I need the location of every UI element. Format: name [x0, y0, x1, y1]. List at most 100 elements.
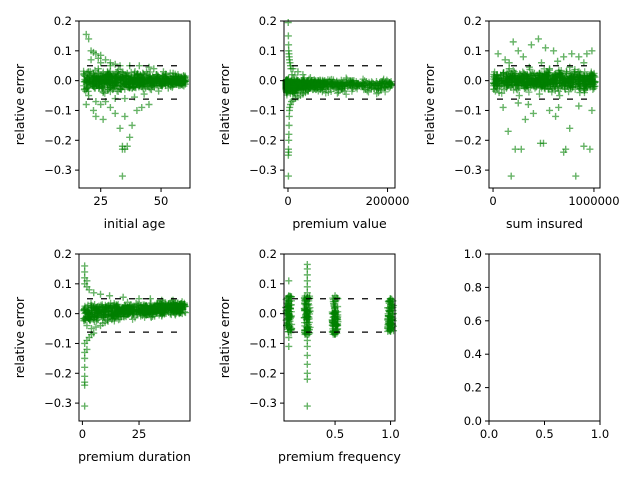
subplot-2: 0 200000 −0.3 −0.2 −0.1 0.0 0.1 0.2 premium valu… — [217, 14, 409, 231]
cloud-marker — [575, 84, 583, 92]
data-point — [159, 68, 167, 76]
data-point — [296, 80, 304, 88]
data-point — [82, 30, 90, 38]
data-point — [145, 63, 153, 71]
data-point — [101, 319, 109, 327]
data-point — [537, 59, 545, 67]
data-point — [92, 50, 100, 58]
data-point — [331, 316, 339, 324]
data-point — [97, 59, 105, 67]
cloud-marker — [544, 79, 552, 87]
data-point — [111, 60, 119, 68]
data-point — [135, 301, 143, 309]
data-point — [331, 292, 339, 300]
data-point — [94, 316, 102, 324]
data-point — [81, 381, 89, 389]
cloud-marker — [167, 311, 175, 319]
cloud-marker — [517, 76, 525, 84]
subplot-6: 0.0 0.5 1.0 0.0 0.2 0.4 0.6 0.8 1.0 — [464, 247, 609, 441]
y-tick-label: 0.2 — [54, 14, 72, 28]
data-point — [588, 106, 596, 114]
data-point — [575, 102, 583, 110]
data-point — [285, 322, 293, 330]
axes-frame — [283, 20, 396, 189]
data-point — [387, 301, 395, 309]
data-point — [386, 80, 394, 88]
data-point — [303, 289, 311, 297]
data-point — [568, 50, 576, 58]
cloud-marker — [539, 81, 547, 89]
y-axis-label: relative error — [422, 63, 437, 145]
data-point — [535, 90, 543, 98]
cloud-marker — [90, 318, 98, 326]
x-tick-label: 25 — [132, 427, 147, 441]
cloud-marker — [576, 83, 584, 91]
subplot-4: 0 25 −0.3 −0.2 −0.1 0.0 0.1 0.2 premium duration… — [12, 247, 191, 464]
cloud-marker — [348, 87, 356, 95]
y-tick-label: −0.3 — [44, 163, 72, 177]
data-point — [494, 50, 502, 58]
data-point — [501, 56, 509, 64]
axes-frame — [488, 20, 601, 189]
data-point — [510, 68, 518, 76]
data-point — [133, 71, 141, 79]
subplot-1: 25 50 −0.3 −0.2 −0.1 0.0 0.1 0.2 initial age rela… — [12, 14, 191, 231]
data-point — [128, 121, 136, 129]
data-point — [505, 59, 513, 67]
data-point — [285, 292, 293, 300]
data-point — [97, 322, 105, 330]
cloud-marker — [142, 311, 150, 319]
data-point — [572, 172, 580, 180]
cloud-marker — [527, 72, 535, 80]
data-point — [92, 98, 100, 106]
data-point — [81, 363, 89, 371]
data-point — [164, 84, 172, 92]
data-point — [81, 354, 89, 362]
data-point — [140, 305, 148, 313]
data-point — [287, 98, 295, 106]
y-tick-label: 0.0 — [464, 414, 482, 428]
cloud-marker — [100, 80, 108, 88]
data-point — [520, 83, 528, 91]
x-axis-label: premium value — [292, 216, 387, 231]
data-point — [580, 142, 588, 150]
cloud-marker — [580, 72, 588, 80]
cloud-marker — [342, 74, 350, 82]
data-point — [99, 89, 107, 97]
cloud-marker — [86, 80, 94, 88]
data-point — [94, 65, 102, 73]
data-point — [85, 310, 93, 318]
data-point — [285, 342, 293, 350]
data-point — [524, 101, 532, 108]
data-point — [580, 59, 588, 67]
cloud-marker — [504, 74, 512, 82]
cloud-marker — [322, 89, 330, 97]
data-point — [138, 83, 146, 91]
cloud-marker — [326, 76, 334, 84]
x-tick-label: 0.5 — [535, 427, 553, 441]
plot-area-4 — [80, 262, 190, 410]
data-point — [124, 304, 132, 312]
cloud-marker — [491, 87, 499, 95]
plot-area-3 — [490, 35, 599, 180]
cloud-marker — [99, 313, 107, 321]
y-tick-label: 0.2 — [464, 14, 482, 28]
data-point — [92, 323, 100, 331]
data-point — [519, 53, 527, 61]
data-point — [359, 83, 367, 91]
cloud-marker — [513, 74, 521, 82]
data-point — [138, 103, 146, 111]
cloud-marker — [501, 77, 509, 85]
y-tick-label: 0.0 — [54, 74, 72, 88]
cloud-marker — [573, 73, 581, 81]
data-point — [89, 106, 97, 114]
data-point — [284, 18, 292, 26]
plot-area-1 — [80, 30, 190, 180]
y-axis-label: relative error — [217, 296, 232, 378]
data-point — [562, 145, 570, 153]
y-tick-label: 0.6 — [464, 314, 482, 328]
data-point — [493, 71, 501, 79]
data-point — [90, 329, 98, 337]
data-point — [85, 35, 93, 43]
cloud-marker — [120, 76, 128, 84]
